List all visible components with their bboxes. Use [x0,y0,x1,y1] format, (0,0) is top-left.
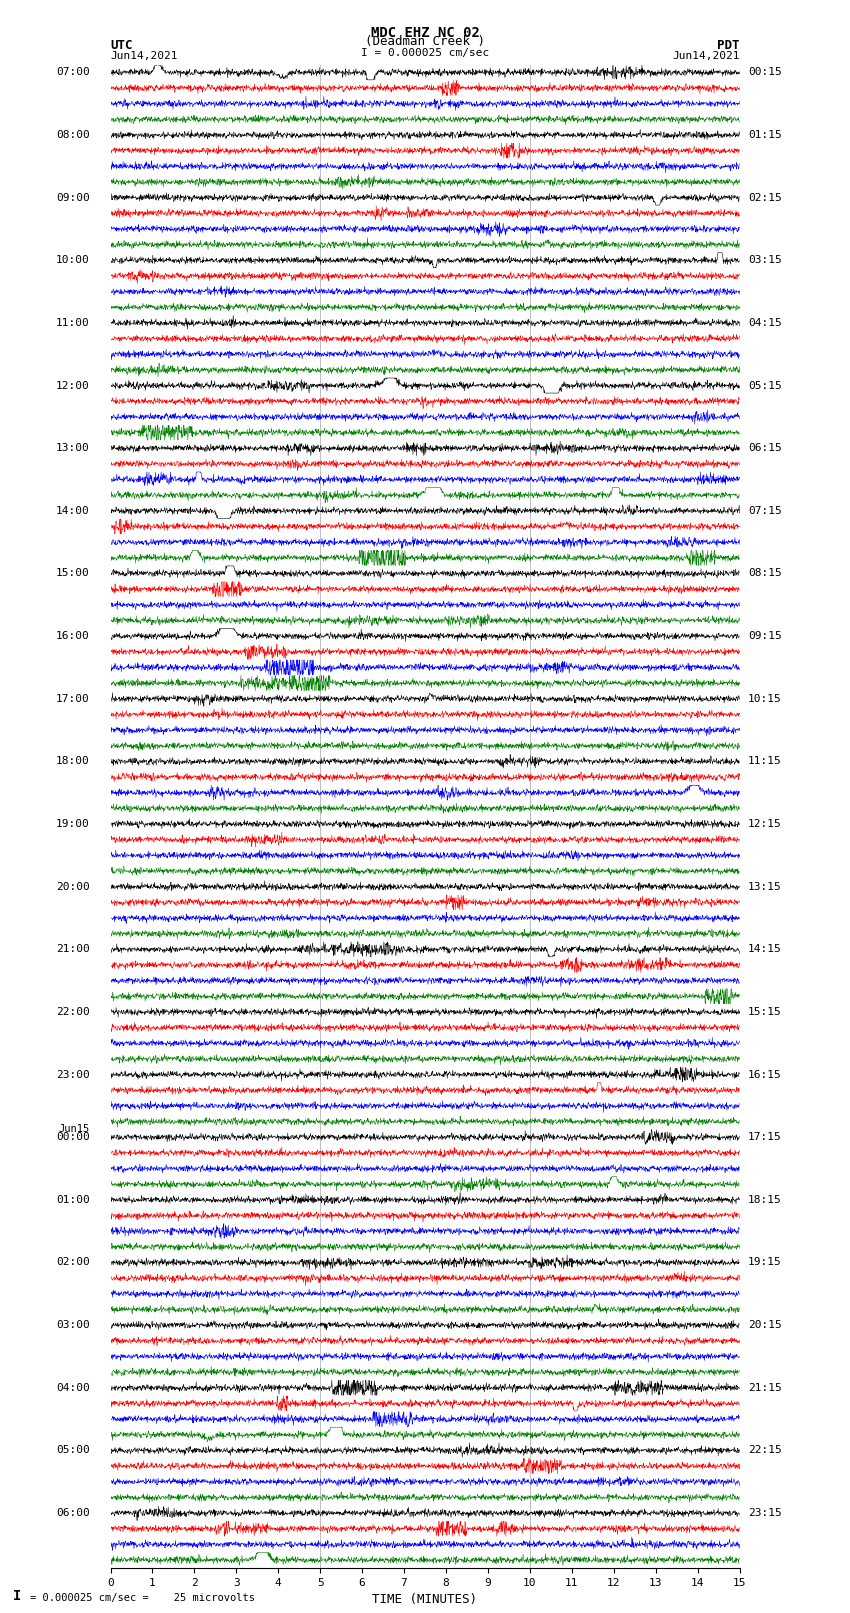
Text: 08:15: 08:15 [748,568,782,579]
Text: 15:00: 15:00 [56,568,89,579]
Text: 23:00: 23:00 [56,1069,89,1079]
Text: 00:15: 00:15 [748,68,782,77]
Text: Jun14,2021: Jun14,2021 [110,52,178,61]
Text: UTC: UTC [110,39,133,52]
Text: 06:00: 06:00 [56,1508,89,1518]
Text: 05:15: 05:15 [748,381,782,390]
Text: 13:15: 13:15 [748,882,782,892]
Text: 03:00: 03:00 [56,1319,89,1331]
Text: 04:00: 04:00 [56,1382,89,1392]
Text: 19:00: 19:00 [56,819,89,829]
Text: 09:00: 09:00 [56,192,89,203]
Text: 10:00: 10:00 [56,255,89,265]
Text: 22:00: 22:00 [56,1007,89,1016]
Text: = 0.000025 cm/sec =    25 microvolts: = 0.000025 cm/sec = 25 microvolts [30,1594,255,1603]
Text: 05:00: 05:00 [56,1445,89,1455]
Text: Jun15: Jun15 [59,1124,89,1134]
Text: 06:15: 06:15 [748,444,782,453]
Text: I = 0.000025 cm/sec: I = 0.000025 cm/sec [361,48,489,58]
Text: 01:00: 01:00 [56,1195,89,1205]
Text: 03:15: 03:15 [748,255,782,265]
Text: 21:00: 21:00 [56,944,89,955]
Text: 17:00: 17:00 [56,694,89,703]
Text: 17:15: 17:15 [748,1132,782,1142]
Text: 23:15: 23:15 [748,1508,782,1518]
Text: 18:00: 18:00 [56,756,89,766]
Text: I: I [13,1589,21,1603]
Text: 22:15: 22:15 [748,1445,782,1455]
Text: (Deadman Creek ): (Deadman Creek ) [365,35,485,48]
Text: 20:15: 20:15 [748,1319,782,1331]
Text: 21:15: 21:15 [748,1382,782,1392]
Text: 00:00: 00:00 [56,1132,89,1142]
Text: 20:00: 20:00 [56,882,89,892]
Text: 19:15: 19:15 [748,1258,782,1268]
Text: 10:15: 10:15 [748,694,782,703]
Text: 11:00: 11:00 [56,318,89,327]
Text: 11:15: 11:15 [748,756,782,766]
Text: 14:00: 14:00 [56,506,89,516]
Text: 16:15: 16:15 [748,1069,782,1079]
Text: 14:15: 14:15 [748,944,782,955]
Text: 08:00: 08:00 [56,131,89,140]
Text: 07:00: 07:00 [56,68,89,77]
Text: 07:15: 07:15 [748,506,782,516]
Text: MDC EHZ NC 02: MDC EHZ NC 02 [371,26,479,39]
Text: 02:15: 02:15 [748,192,782,203]
Text: 01:15: 01:15 [748,131,782,140]
Text: PDT: PDT [717,39,740,52]
X-axis label: TIME (MINUTES): TIME (MINUTES) [372,1594,478,1607]
Text: Jun14,2021: Jun14,2021 [672,52,740,61]
Text: 09:15: 09:15 [748,631,782,640]
Text: 12:15: 12:15 [748,819,782,829]
Text: 02:00: 02:00 [56,1258,89,1268]
Text: 12:00: 12:00 [56,381,89,390]
Text: 15:15: 15:15 [748,1007,782,1016]
Text: 18:15: 18:15 [748,1195,782,1205]
Text: 16:00: 16:00 [56,631,89,640]
Text: 04:15: 04:15 [748,318,782,327]
Text: 13:00: 13:00 [56,444,89,453]
